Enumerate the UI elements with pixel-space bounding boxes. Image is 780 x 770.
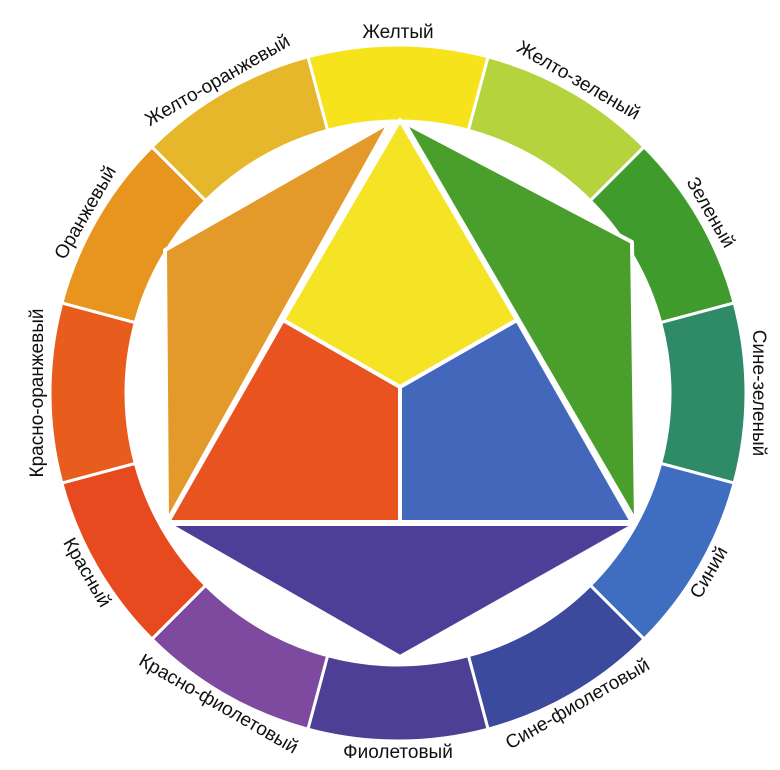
ring-segment xyxy=(306,653,490,743)
segment-label: Фиолетовый xyxy=(343,742,453,763)
ring-segment xyxy=(306,43,490,133)
ring-segment xyxy=(658,301,748,485)
segment-label: Сине-зеленый xyxy=(748,330,769,457)
ring-segment xyxy=(48,301,138,485)
ring-segment xyxy=(149,55,330,203)
segment-label: Красно-оранжевый xyxy=(27,309,48,478)
inner-figure xyxy=(163,118,638,659)
orange-triangle xyxy=(163,120,392,524)
segment-label: Желтый xyxy=(362,22,433,43)
ring xyxy=(48,43,748,743)
blue-part xyxy=(398,318,634,524)
